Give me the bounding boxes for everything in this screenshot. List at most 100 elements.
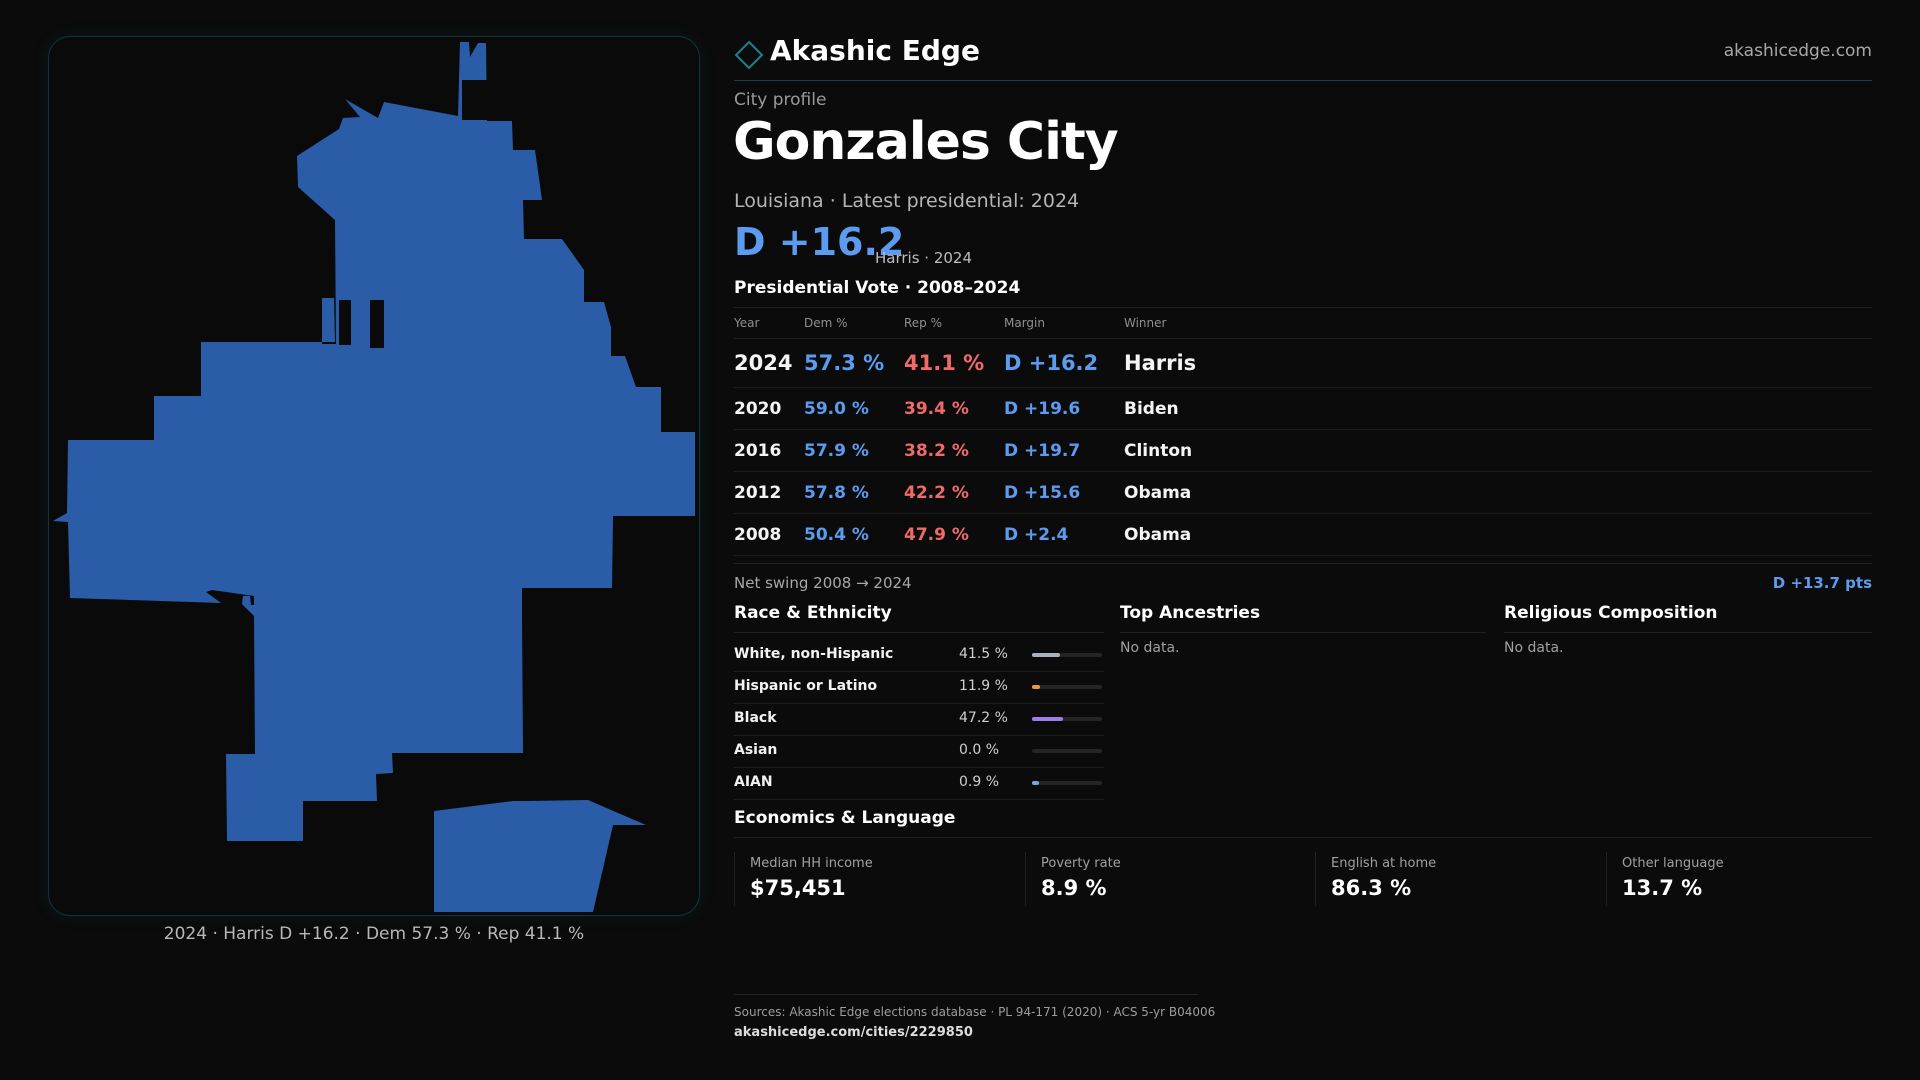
race-bar-track [1032,749,1102,753]
race-bar-fill [1032,781,1039,785]
map-hole [462,80,487,120]
cell-winner: Clinton [1124,440,1193,461]
header-margin: Margin [1004,316,1045,330]
footer-divider [734,994,1198,995]
cell-year: 2024 [734,351,793,375]
stat-label: English at home [1331,856,1437,871]
vote-table: Year Dem % Rep % Margin Winner 2024 57.3… [734,307,1872,556]
map-caption: 2024 · Harris D +16.2 · Dem 57.3 % · Rep… [163,924,585,944]
race-bar-fill [1032,685,1040,689]
race-percent: 11.9 % [959,678,1008,694]
religion-section-divider [1504,632,1872,633]
cell-margin: D +2.4 [1004,524,1069,545]
table-row: 2016 57.9 % 38.2 % D +19.7 Clinton [734,430,1872,472]
cell-winner: Obama [1124,482,1192,503]
race-row: Black 47.2 % [734,704,1104,736]
race-section-divider [734,632,1104,633]
stat-other-language: Other language 13.7 % [1606,852,1873,906]
race-bar-fill [1032,653,1060,657]
race-percent: 0.0 % [959,742,1000,758]
headline-margin-note: Harris · 2024 [875,249,973,267]
stat-value: 8.9 % [1041,876,1107,900]
race-row: Asian 0.0 % [734,736,1104,768]
cell-margin: D +16.2 [1004,351,1099,375]
stat-value: $75,451 [750,876,846,900]
footer-sources: Sources: Akashic Edge elections database… [734,1005,1216,1019]
stat-poverty-rate: Poverty rate 8.9 % [1025,852,1316,906]
race-bar-track [1032,717,1102,721]
race-label: AIAN [734,774,773,790]
cell-rep: 47.9 % [904,524,969,545]
ancestries-empty-text: No data. [1120,640,1180,656]
stat-label: Other language [1622,856,1724,871]
race-bar-fill [1032,717,1064,721]
cell-year: 2008 [734,524,782,545]
table-row: 2020 59.0 % 39.4 % D +19.6 Biden [734,388,1872,430]
cell-rep: 41.1 % [904,351,985,375]
cell-dem: 59.0 % [804,398,869,419]
header-year: Year [734,316,760,330]
stat-value: 13.7 % [1622,876,1703,900]
religion-section-title: Religious Composition [1504,603,1718,623]
race-percent: 0.9 % [959,774,1000,790]
footer-url-link[interactable]: akashicedge.com/cities/2229850 [734,1025,973,1040]
ancestries-section-title: Top Ancestries [1120,603,1261,623]
race-bar-track [1032,653,1102,657]
diamond-logo-icon [734,40,764,70]
race-list: White, non-Hispanic 41.5 % Hispanic or L… [734,640,1104,800]
cell-dem: 50.4 % [804,524,869,545]
race-label: Black [734,710,777,726]
cell-rep: 39.4 % [904,398,969,419]
cell-dem: 57.9 % [804,440,869,461]
cell-winner: Harris [1124,351,1197,375]
vote-table-heading: Presidential Vote · 2008–2024 [734,278,1021,298]
site-url-link[interactable]: akashicedge.com [1723,41,1872,61]
page-title: Gonzales City [733,112,1119,172]
header-winner: Winner [1124,316,1167,330]
race-percent: 47.2 % [959,710,1008,726]
header-rep: Rep % [904,316,943,330]
cell-year: 2016 [734,440,782,461]
table-row: 2008 50.4 % 47.9 % D +2.4 Obama [734,514,1872,556]
cell-margin: D +19.7 [1004,440,1081,461]
race-label: Asian [734,742,778,758]
header-dem: Dem % [804,316,848,330]
map-hole [339,300,351,345]
headline-margin: D +16.2 [734,220,905,264]
cell-winner: Biden [1124,398,1179,419]
stat-label: Median HH income [750,856,873,871]
city-boundary-shape [53,42,695,912]
map-hole [370,300,384,348]
cell-rep: 38.2 % [904,440,969,461]
map-hole [487,78,495,121]
cell-dem: 57.3 % [804,351,885,375]
brand-name[interactable]: Akashic Edge [770,34,980,67]
cell-winner: Obama [1124,524,1192,545]
net-swing-value: D +13.7 pts [1772,574,1872,592]
stat-median-income: Median HH income $75,451 [734,852,1025,906]
net-swing-label: Net swing 2008 → 2024 [734,574,912,592]
race-row: Hispanic or Latino 11.9 % [734,672,1104,704]
cell-year: 2012 [734,482,782,503]
cell-year: 2020 [734,398,782,419]
table-row: 2012 57.8 % 42.2 % D +15.6 Obama [734,472,1872,514]
economics-section-title: Economics & Language [734,808,956,828]
race-bar-track [1032,781,1102,785]
race-label: Hispanic or Latino [734,678,878,694]
page-eyebrow: City profile [734,90,827,110]
stat-english-at-home: English at home 86.3 % [1315,852,1606,906]
city-boundary-map [53,42,695,912]
net-swing-row: Net swing 2008 → 2024 D +13.7 pts [734,563,1872,594]
table-row: 2024 57.3 % 41.1 % D +16.2 Harris [734,339,1872,388]
stat-value: 86.3 % [1331,876,1412,900]
race-row: AIAN 0.9 % [734,768,1104,800]
stat-label: Poverty rate [1041,856,1121,871]
religion-empty-text: No data. [1504,640,1564,656]
page-subtitle: Louisiana · Latest presidential: 2024 [734,190,1080,212]
race-percent: 41.5 % [959,646,1008,662]
race-bar-track [1032,685,1102,689]
ancestries-section-divider [1120,632,1486,633]
race-section-title: Race & Ethnicity [734,603,892,623]
map-holes [339,78,495,348]
cell-margin: D +19.6 [1004,398,1081,419]
